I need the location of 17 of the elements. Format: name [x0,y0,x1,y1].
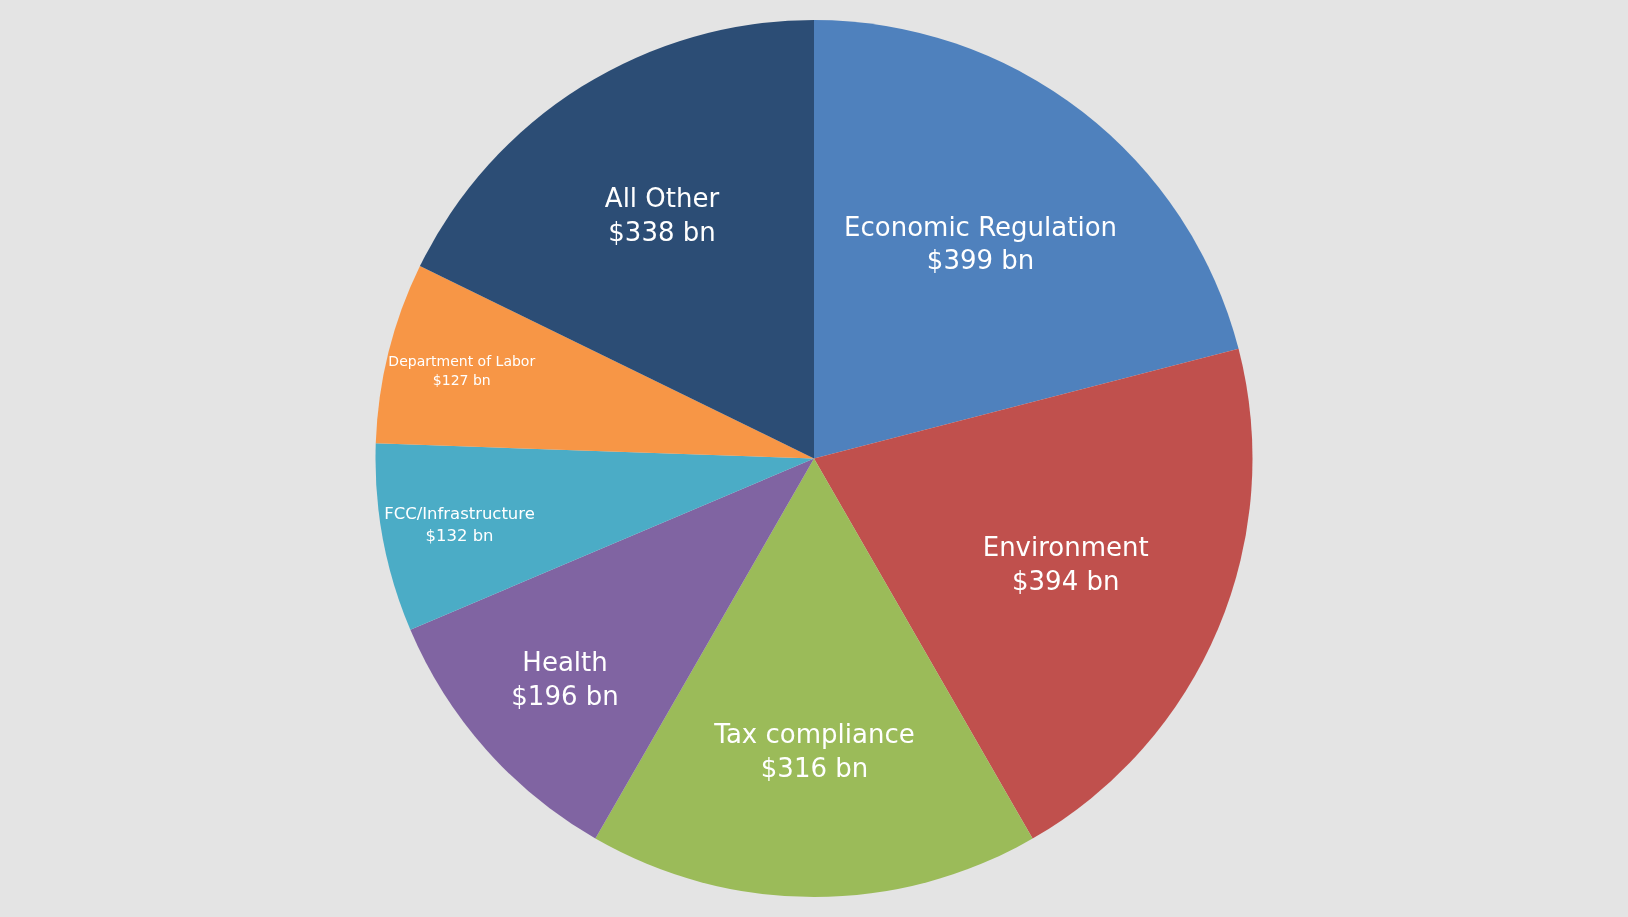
pie-slice [375,266,814,459]
slice-label: All Other [604,183,720,214]
data-label: $132 bn [425,525,494,545]
slice-label: Economic Regulation [844,211,1118,242]
pie-slice [814,20,1239,459]
slice-label: Tax compliance [713,719,915,750]
slice-label: Department of Labor [388,353,536,370]
data-label: $394 bn [1012,566,1120,597]
data-label: $127 bn [432,371,491,388]
data-label: $338 bn [608,217,716,248]
data-label: $316 bn [760,753,869,784]
slice-label: FCC/Infrastructure [384,504,535,524]
data-label: $196 bn [511,681,619,712]
slice-label: Health [522,647,608,678]
pie-slice [375,443,814,630]
data-label: $399 bn [926,245,1035,276]
slice-label: Environment [982,532,1149,563]
